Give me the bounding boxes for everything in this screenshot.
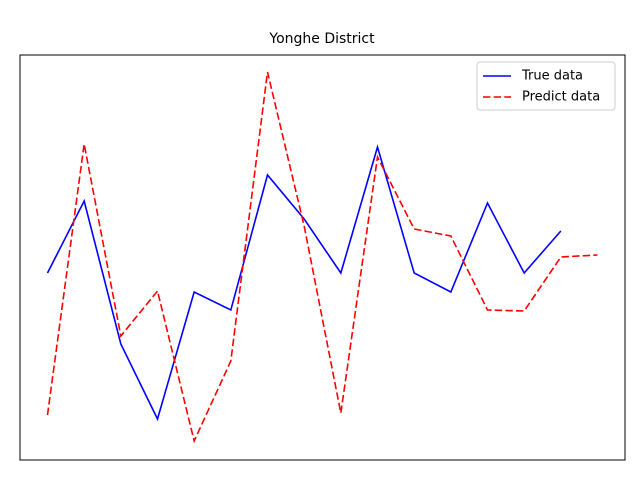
data-line <box>46 71 598 444</box>
chart-title: Yonghe District <box>268 31 375 47</box>
plot-frame <box>19 54 626 461</box>
data-line <box>46 144 562 422</box>
legend: True data Predict data <box>476 61 616 111</box>
legend-box <box>476 61 616 111</box>
legend-label: True data <box>521 69 583 84</box>
legend-label: Predict data <box>522 90 600 105</box>
